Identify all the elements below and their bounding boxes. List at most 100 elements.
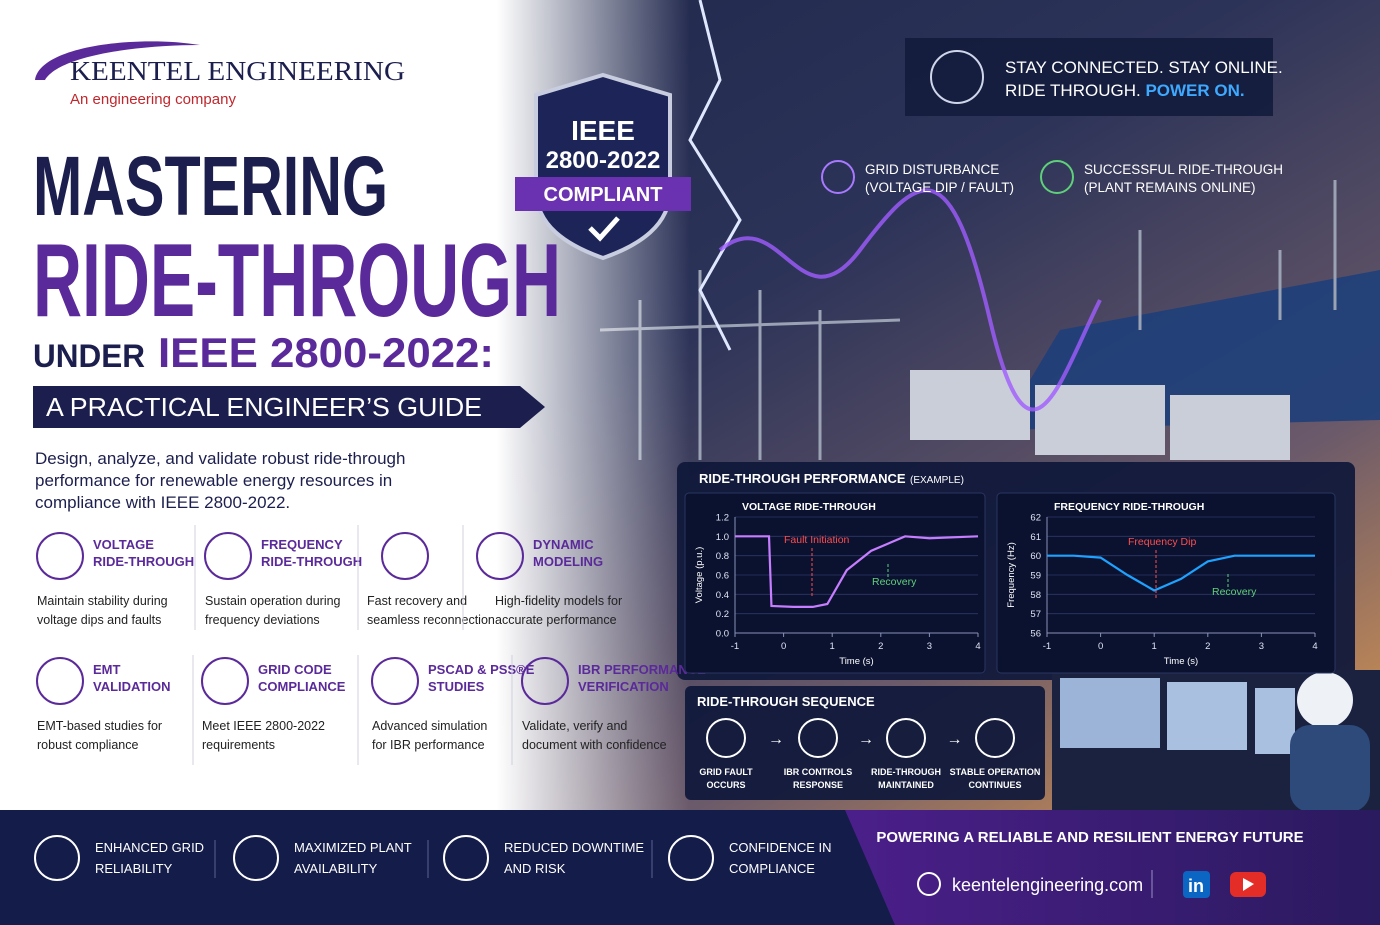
x-tick-label: 0 xyxy=(781,641,786,652)
intro-text: performance for renewable energy resourc… xyxy=(35,471,392,490)
sequence-text: RIDE-THROUGH xyxy=(871,767,941,777)
feature-icon xyxy=(521,657,569,705)
annotation: Recovery xyxy=(1212,586,1257,598)
benefit-icon xyxy=(668,835,714,881)
website[interactable]: keentelengineering.com xyxy=(952,875,1143,895)
feature-text: Validate, verify and xyxy=(522,719,627,733)
benefit-text: ENHANCED GRID xyxy=(95,840,204,855)
x-tick-label: 1 xyxy=(830,641,835,652)
feature-text: accurate performance xyxy=(495,613,617,627)
sequence-icon xyxy=(886,718,926,758)
y-axis-label: Frequency (Hz) xyxy=(1006,542,1017,607)
sequence-arrow: → xyxy=(768,731,784,748)
benefit-text: RELIABILITY xyxy=(95,861,173,876)
benefit-text: REDUCED DOWNTIME xyxy=(504,840,644,855)
feature-icon xyxy=(36,657,84,705)
feature-text: Meet IEEE 2800-2022 xyxy=(202,719,325,733)
x-tick-label: 4 xyxy=(975,641,980,652)
benefit-icon xyxy=(443,835,489,881)
annotation: Recovery xyxy=(872,576,917,588)
x-tick-label: 2 xyxy=(1205,641,1210,652)
feature-text: seamless reconnection xyxy=(367,613,495,627)
feature-icon xyxy=(381,532,429,580)
sequence-text: IBR CONTROLS xyxy=(784,767,853,777)
feature-title: STUDIES xyxy=(428,679,485,694)
y-tick-label: 61 xyxy=(1030,532,1041,543)
feature-icon xyxy=(476,532,524,580)
y-tick-label: 0.4 xyxy=(716,590,729,601)
callout-text: (PLANT REMAINS ONLINE) xyxy=(1084,180,1256,195)
banner-text: RIDE THROUGH. xyxy=(1005,81,1141,100)
y-tick-label: 57 xyxy=(1030,609,1041,620)
feature-text: EMT-based studies for xyxy=(37,719,162,733)
brand-tagline: An engineering company xyxy=(70,91,236,108)
sequence-icon xyxy=(798,718,838,758)
title-line: MASTERING xyxy=(33,139,388,233)
x-tick-label: -1 xyxy=(1043,641,1051,652)
badge-text: IEEE xyxy=(571,115,635,146)
feature-icon xyxy=(204,532,252,580)
feature-text: frequency deviations xyxy=(205,613,320,627)
feature-title: VOLTAGE xyxy=(93,537,154,552)
feature-title: VERIFICATION xyxy=(578,679,669,694)
chart-title: VOLTAGE RIDE-THROUGH xyxy=(742,501,876,513)
x-tick-label: 1 xyxy=(1152,641,1157,652)
y-tick-label: 62 xyxy=(1030,513,1041,524)
sequence-text: CONTINUES xyxy=(968,780,1021,790)
y-tick-label: 0.6 xyxy=(716,571,729,582)
x-tick-label: 3 xyxy=(927,641,932,652)
linkedin-text[interactable]: in xyxy=(1188,876,1204,896)
benefit-text: MAXIMIZED PLANT xyxy=(294,840,412,855)
sequence-title: RIDE-THROUGH SEQUENCE xyxy=(697,694,875,709)
y-tick-label: 58 xyxy=(1030,590,1041,601)
feature-text: for IBR performance xyxy=(372,738,485,752)
intro-text: Design, analyze, and validate robust rid… xyxy=(35,449,405,468)
x-axis-label: Time (s) xyxy=(1164,656,1198,667)
sequence-text: STABLE OPERATION xyxy=(950,767,1041,777)
operator-scene xyxy=(1052,670,1380,812)
linkedin-icon[interactable] xyxy=(1183,871,1210,898)
performance-note: (EXAMPLE) xyxy=(910,475,964,486)
callout-icon xyxy=(1040,160,1074,194)
bess-containers xyxy=(910,370,1290,460)
feature-title: DYNAMIC xyxy=(533,537,594,552)
x-tick-label: 4 xyxy=(1312,641,1317,652)
x-tick-label: -1 xyxy=(731,641,739,652)
feature-title: RIDE-THROUGH xyxy=(261,554,362,569)
badge-text: 2800-2022 xyxy=(546,147,661,174)
feature-title: MODELING xyxy=(533,554,603,569)
subtitle: A PRACTICAL ENGINEER’S GUIDE xyxy=(46,392,482,422)
feature-text: document with confidence xyxy=(522,738,667,752)
wave xyxy=(718,188,1102,412)
sequence-text: MAINTAINED xyxy=(878,780,934,790)
feature-icon xyxy=(201,657,249,705)
feature-text: High-fidelity models for xyxy=(495,594,622,608)
y-tick-label: 0.8 xyxy=(716,551,729,562)
youtube-play xyxy=(1243,878,1254,891)
y-tick-label: 0.0 xyxy=(716,629,729,640)
banner-icon xyxy=(930,50,984,104)
brand-name: KEENTEL ENGINEERING xyxy=(70,56,405,86)
x-axis-label: Time (s) xyxy=(839,656,873,667)
callout-text: (VOLTAGE DIP / FAULT) xyxy=(865,180,1014,195)
annotation: Frequency Dip xyxy=(1128,536,1196,548)
brand-swoosh xyxy=(35,41,200,80)
data-line xyxy=(735,535,979,608)
y-tick-label: 56 xyxy=(1030,629,1041,640)
title-highlight: IEEE 2800-2022: xyxy=(158,329,494,376)
banner-text: RIDE THROUGH. POWER ON. xyxy=(1005,81,1245,100)
badge-ribbon-text: COMPLIANT xyxy=(544,184,663,206)
chart-panel xyxy=(684,492,986,674)
feature-title: RIDE-THROUGH xyxy=(93,554,194,569)
sequence-text: OCCURS xyxy=(706,780,745,790)
feature-text: voltage dips and faults xyxy=(37,613,161,627)
callout-text: SUCCESSFUL RIDE-THROUGH xyxy=(1084,162,1283,177)
x-tick-label: 0 xyxy=(1098,641,1103,652)
y-tick-label: 60 xyxy=(1030,551,1041,562)
title-line: UNDER xyxy=(33,338,145,374)
feature-title: VALIDATION xyxy=(93,679,171,694)
performance-title: RIDE-THROUGH PERFORMANCE xyxy=(699,471,906,486)
badge-check xyxy=(588,216,620,242)
feature-text: Sustain operation during xyxy=(205,594,341,608)
